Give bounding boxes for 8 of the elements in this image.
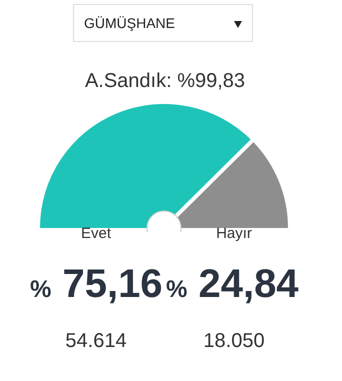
- slice-label: Hayır: [215, 225, 253, 242]
- data-label: % 75,16: [30, 262, 163, 307]
- slice-label: Evet: [80, 225, 112, 242]
- data-label: % 24,84: [166, 262, 299, 307]
- text: 54.614: [64, 330, 128, 353]
- chart-title: GÜMÜŞHANE: [84, 15, 176, 31]
- text: 18.050: [202, 330, 266, 353]
- chart-subtitle: A.Sandık: %99,83: [84, 70, 246, 93]
